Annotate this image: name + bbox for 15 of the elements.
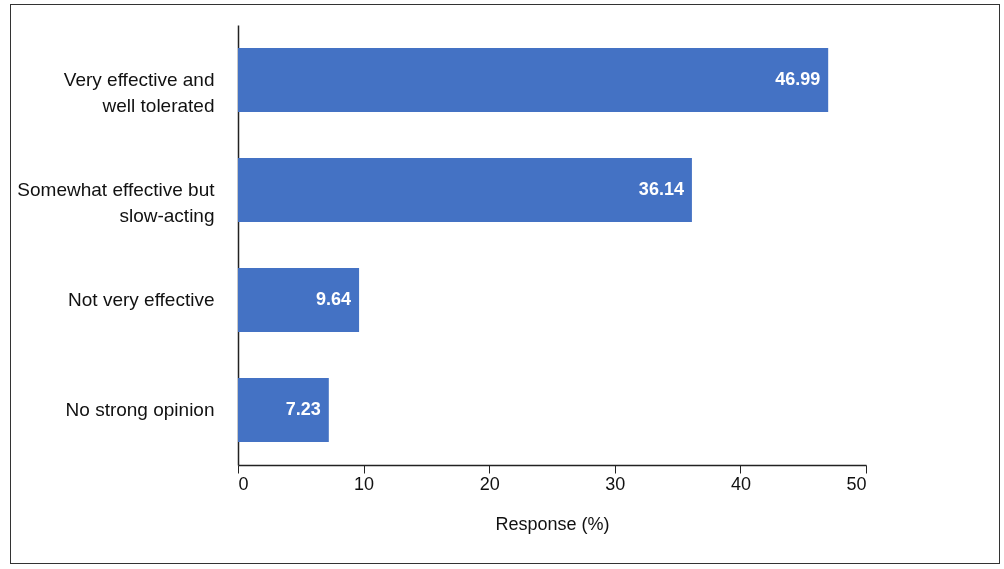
- data-label: 9.64: [316, 289, 352, 309]
- data-label: 7.23: [285, 399, 321, 419]
- y-tick-label: Very effective and well tolerated: [63, 69, 215, 116]
- data-label: 36.14: [638, 179, 684, 199]
- x-tick-label: 0: [238, 473, 249, 494]
- x-tick-label: 50: [846, 473, 867, 494]
- x-tick-label: 30: [605, 473, 626, 494]
- x-tick-label: 10: [354, 473, 375, 494]
- y-tick-label: Somewhat effective but slow-acting: [17, 179, 216, 226]
- x-axis-title: Response (%): [495, 513, 610, 534]
- x-tick-label: 40: [730, 473, 751, 494]
- y-tick-label: No strong opinion: [65, 399, 215, 420]
- data-label: 46.99: [775, 69, 821, 89]
- y-tick-label: Not very effective: [68, 289, 215, 310]
- x-tick-label: 20: [479, 473, 500, 494]
